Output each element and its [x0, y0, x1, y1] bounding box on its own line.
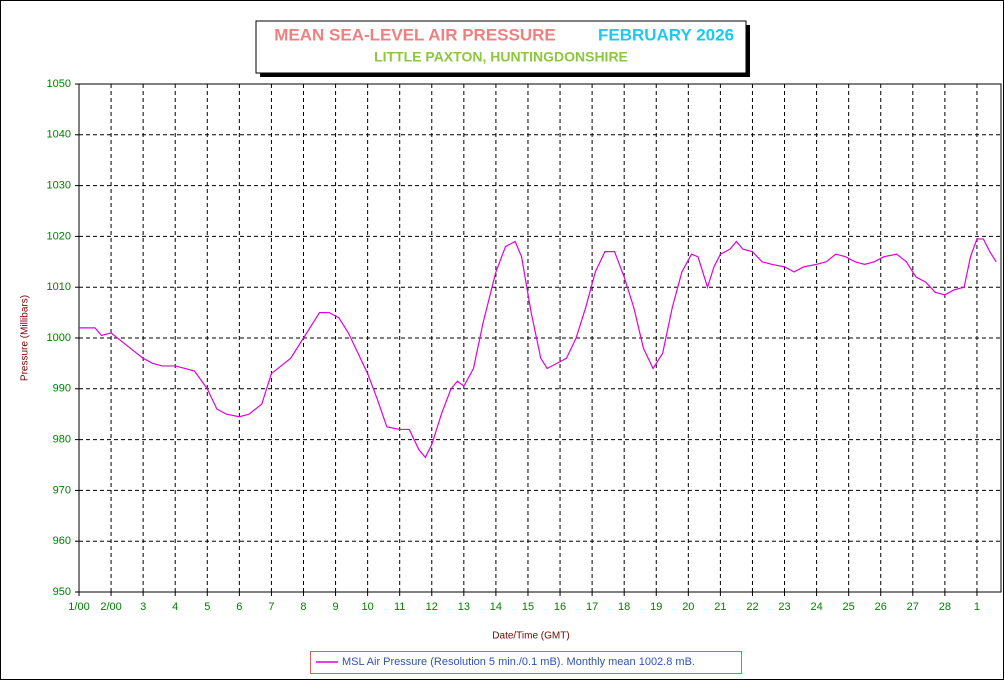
x-tick-label: 23 — [778, 601, 790, 613]
x-tick-label: 13 — [458, 601, 470, 613]
x-tick-label: 7 — [268, 601, 274, 613]
x-tick-label: 8 — [300, 601, 306, 613]
x-tick-label: 18 — [618, 601, 630, 613]
y-tick-label: 960 — [53, 535, 71, 547]
x-tick-label: 4 — [172, 601, 178, 613]
x-tick-label: 1 — [974, 601, 980, 613]
x-tick-label: 26 — [875, 601, 887, 613]
y-tick-label: 1010 — [47, 281, 71, 293]
x-tick-label: 17 — [586, 601, 598, 613]
y-tick-label: 980 — [53, 434, 71, 446]
plot-area — [78, 83, 1002, 593]
x-tick-label: 16 — [554, 601, 566, 613]
chart-title: MEAN SEA-LEVEL AIR PRESSURE — [274, 25, 556, 44]
chart-subtitle: LITTLE PAXTON, HUNTINGDONSHIRE — [374, 49, 628, 65]
x-tick-label: 14 — [490, 601, 502, 613]
y-tick-label: 1000 — [47, 332, 71, 344]
x-tick-label: 19 — [650, 601, 662, 613]
y-tick-label: 1040 — [47, 129, 71, 141]
chart-period: FEBRUARY 2026 — [598, 25, 734, 44]
legend-label: MSL Air Pressure (Resolution 5 min./0.1 … — [342, 656, 695, 668]
x-tick-label: 28 — [939, 601, 951, 613]
y-tick-label: 1050 — [47, 78, 71, 90]
y-tick-label: 1020 — [47, 230, 71, 242]
legend-box — [310, 651, 742, 674]
title-box — [255, 20, 747, 74]
y-tick-label: 990 — [53, 383, 71, 395]
x-tick-label: 21 — [714, 601, 726, 613]
x-tick-label: 11 — [394, 601, 405, 613]
x-tick-label: 15 — [522, 601, 534, 613]
x-tick-label: 24 — [810, 601, 822, 613]
y-tick-label: 950 — [53, 586, 71, 598]
x-tick-label: 25 — [843, 601, 855, 613]
x-tick-label: 5 — [204, 601, 210, 613]
pressure-line — [79, 238, 997, 459]
y-axis-label: Pressure (Millibars) — [20, 295, 31, 381]
x-tick-label: 10 — [362, 601, 374, 613]
x-tick-label: 22 — [746, 601, 758, 613]
x-tick-label: 20 — [682, 601, 694, 613]
y-tick-label: 970 — [53, 484, 71, 496]
x-tick-label: 1/00 — [68, 601, 89, 613]
x-tick-label: 3 — [140, 601, 146, 613]
x-tick-label: 9 — [332, 601, 338, 613]
x-tick-label: 2/00 — [100, 601, 121, 613]
x-tick-label: 6 — [236, 601, 242, 613]
x-axis-label: Date/Time (GMT) — [492, 631, 569, 642]
x-tick-label: 12 — [426, 601, 438, 613]
y-tick-label: 1030 — [47, 180, 71, 192]
x-tick-label: 27 — [907, 601, 919, 613]
